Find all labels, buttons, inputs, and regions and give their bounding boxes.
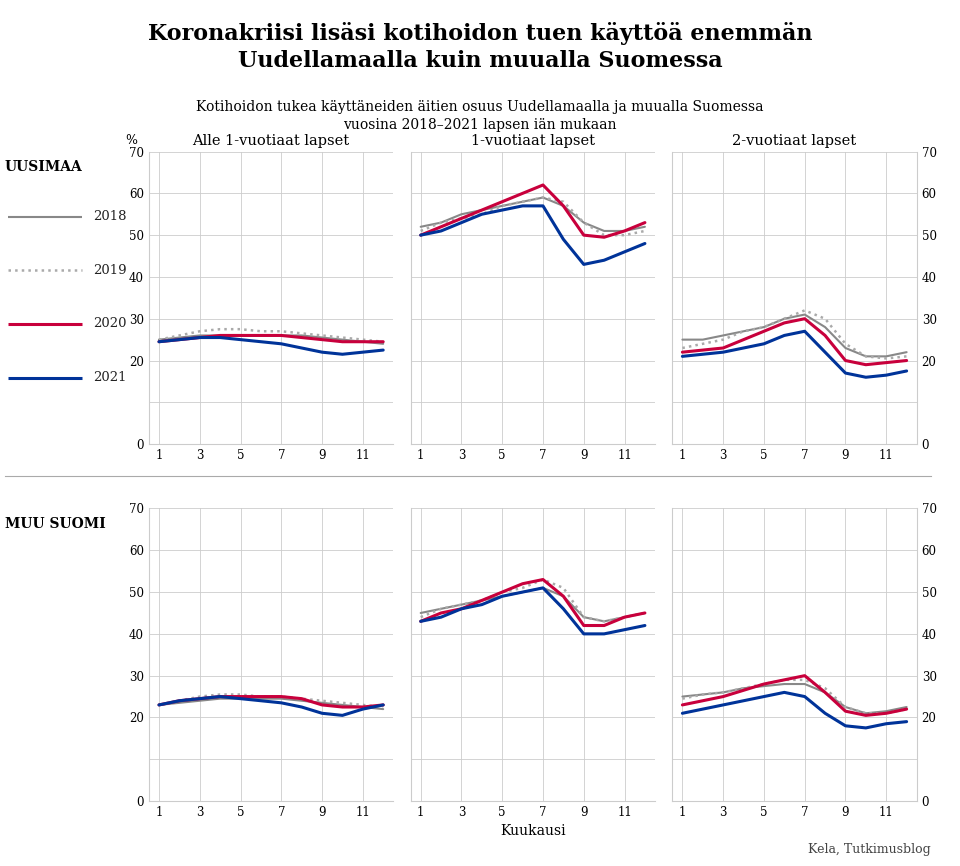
- Text: UUSIMAA: UUSIMAA: [5, 160, 83, 174]
- X-axis label: Kuukausi: Kuukausi: [500, 824, 565, 838]
- Text: Koronakriisi lisäsi kotihoidon tuen käyttöä enemmän
Uudellamaalla kuin muualla S: Koronakriisi lisäsi kotihoidon tuen käyt…: [148, 22, 812, 72]
- Title: Alle 1-vuotiaat lapset: Alle 1-vuotiaat lapset: [193, 133, 349, 147]
- Title: 1-vuotiaat lapset: 1-vuotiaat lapset: [470, 133, 595, 147]
- Text: 2020: 2020: [93, 317, 127, 331]
- Text: Kela, Tutkimusblog: Kela, Tutkimusblog: [808, 843, 931, 856]
- Text: MUU SUOMI: MUU SUOMI: [5, 517, 106, 531]
- Title: 2-vuotiaat lapset: 2-vuotiaat lapset: [732, 133, 856, 147]
- Text: 2019: 2019: [93, 263, 127, 277]
- Text: 2018: 2018: [93, 210, 127, 223]
- Text: 2021: 2021: [93, 371, 127, 385]
- Text: Kotihoidon tukea käyttäneiden äitien osuus Uudellamaalla ja muualla Suomessa
vuo: Kotihoidon tukea käyttäneiden äitien osu…: [196, 100, 764, 132]
- Text: %: %: [125, 134, 137, 147]
